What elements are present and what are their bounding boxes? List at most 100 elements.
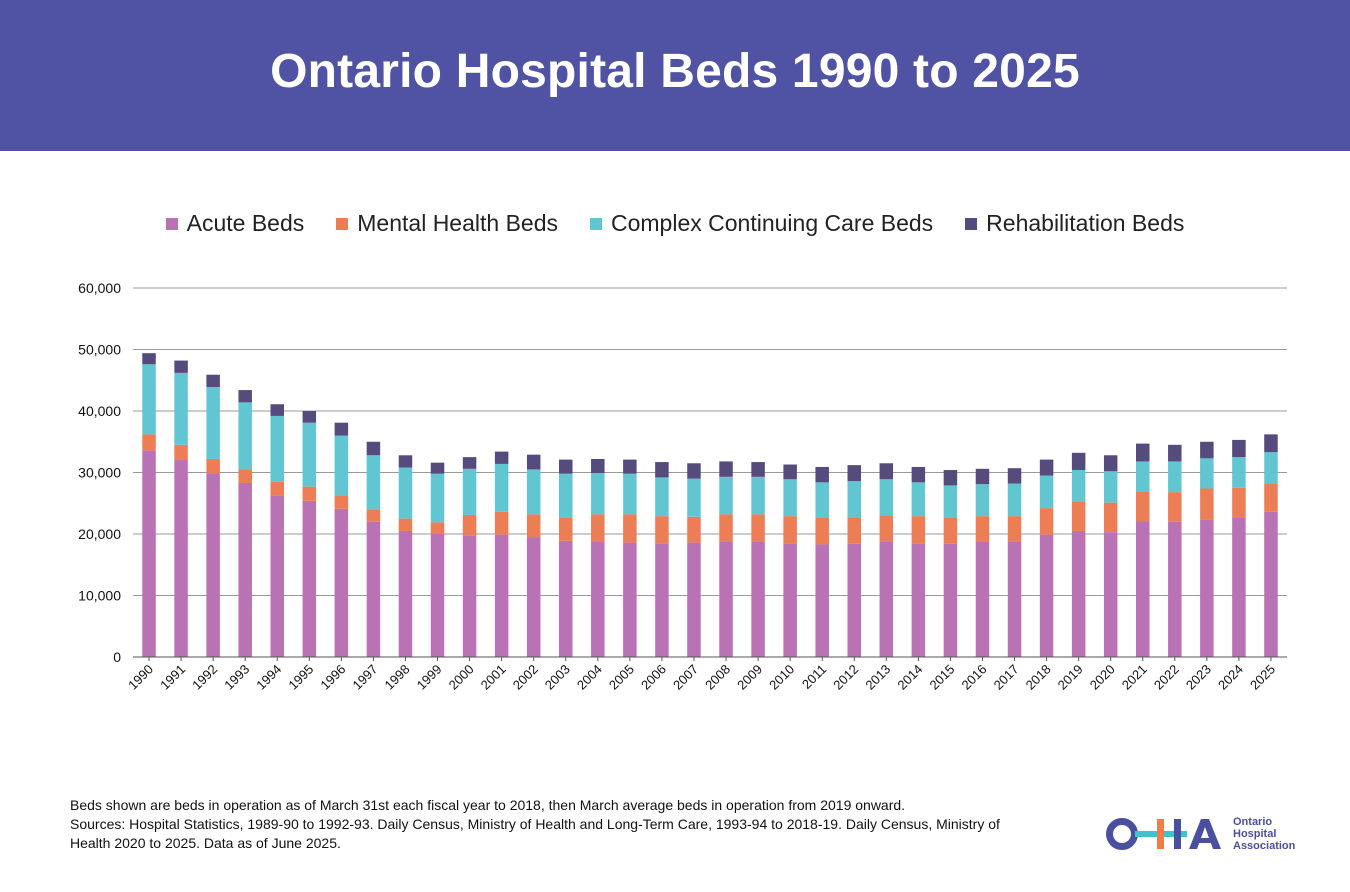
bar-segment xyxy=(398,530,413,657)
bar-segment xyxy=(751,462,765,477)
y-tick-label: 20,000 xyxy=(78,526,121,542)
bar-segment xyxy=(206,374,220,388)
bar-segment xyxy=(462,514,477,536)
bar-segment xyxy=(526,537,541,657)
bar-segment xyxy=(398,467,413,519)
bar-segment xyxy=(270,495,284,657)
footnote: Beds shown are beds in operation as of M… xyxy=(70,796,1000,853)
bar-segment xyxy=(623,542,637,657)
bar-segment xyxy=(911,543,926,657)
bar-segment xyxy=(398,518,413,531)
bar-segment xyxy=(879,541,894,657)
bar-segment xyxy=(975,516,990,542)
legend-swatch-rehabilitation xyxy=(965,217,978,230)
bar-segment xyxy=(526,454,541,470)
bar-segment xyxy=(943,470,958,486)
bar-segment xyxy=(879,479,894,516)
y-tick-label: 50,000 xyxy=(78,342,121,358)
bar-segment xyxy=(879,463,894,480)
bar-segment xyxy=(1232,518,1246,657)
bar-segment xyxy=(366,441,381,456)
stacked-bar-chart: 0 10,000 20,000 30,000 40,000 50,000 60,000 199… xyxy=(78,280,1287,693)
x-tick-label: 2013 xyxy=(862,662,893,693)
bar-segment xyxy=(975,484,990,517)
x-tick-label: 2008 xyxy=(702,662,733,693)
bar-segment xyxy=(655,477,669,517)
bar-segment xyxy=(783,464,797,480)
legend-label-acute: Acute Beds xyxy=(186,210,305,236)
x-tick-label: 2010 xyxy=(766,662,797,693)
bar-segment xyxy=(911,466,926,483)
x-tick-label: 1992 xyxy=(189,662,220,693)
bar-segment xyxy=(591,473,605,515)
title-banner: Ontario Hospital Beds 1990 to 2025 xyxy=(0,0,1350,151)
bar-segment xyxy=(687,478,701,517)
bar-segment xyxy=(526,469,541,515)
bar-segment xyxy=(559,459,573,474)
x-tick-label: 2024 xyxy=(1215,662,1246,693)
bar-segment xyxy=(302,500,317,657)
chart-legend: Acute Beds Mental Health Beds Complex Co… xyxy=(0,210,1350,237)
logo-text-line-3: Association xyxy=(1233,840,1296,852)
bar-segment xyxy=(655,516,669,544)
bar-segment xyxy=(1103,471,1118,503)
bar-segment xyxy=(1039,475,1054,509)
x-tick-label: 1991 xyxy=(157,662,188,693)
bar-segment xyxy=(334,495,349,509)
bar-segment xyxy=(366,455,381,510)
bar-segment xyxy=(1264,483,1278,512)
y-tick-label: 10,000 xyxy=(78,588,121,604)
bar-segment xyxy=(238,390,252,403)
bar-segment xyxy=(783,543,797,657)
logo-text-line-1: Ontario xyxy=(1233,816,1273,828)
x-tick-label: 2022 xyxy=(1151,662,1182,693)
legend-label-complex-care: Complex Continuing Care Beds xyxy=(611,210,934,236)
bar-segment xyxy=(783,479,797,517)
x-tick-label: 2017 xyxy=(991,662,1022,693)
bar-segment xyxy=(1007,541,1022,657)
x-tick-label: 2005 xyxy=(606,662,637,693)
legend-swatch-mental-health xyxy=(336,217,349,230)
bar-segment xyxy=(815,518,829,545)
legend-item-acute: Acute Beds xyxy=(165,210,305,237)
bar-segment xyxy=(1071,470,1086,502)
bar-segment xyxy=(655,462,669,478)
x-tick-label: 1999 xyxy=(414,662,445,693)
bar-segment xyxy=(623,514,637,543)
bar-segment xyxy=(1039,508,1054,535)
x-tick-label: 2001 xyxy=(478,662,509,693)
bar-segment xyxy=(462,457,477,469)
bar-segment xyxy=(238,469,252,483)
bar-segment xyxy=(1136,443,1150,462)
logo-text-line-2: Hospital xyxy=(1233,828,1277,840)
x-tick-label: 2003 xyxy=(542,662,573,693)
bar-segment xyxy=(1103,532,1118,657)
bar-segment xyxy=(783,516,797,544)
x-tick-label: 2002 xyxy=(510,662,541,693)
bar-segment xyxy=(751,541,765,657)
bar-segment xyxy=(174,444,188,460)
bar-segment xyxy=(238,402,252,470)
bar-segment xyxy=(174,459,188,657)
x-tick-label: 2004 xyxy=(574,662,605,693)
bar-segment xyxy=(687,542,701,657)
bar-segment xyxy=(430,522,445,534)
bar-segment xyxy=(1168,492,1182,522)
chart-title: Ontario Hospital Beds 1990 to 2025 xyxy=(270,45,1080,98)
bar-segment xyxy=(302,486,317,501)
legend-item-rehabilitation: Rehabilitation Beds xyxy=(965,210,1184,237)
x-tick-label: 2025 xyxy=(1247,662,1278,693)
bar-segment xyxy=(847,465,861,482)
gridlines xyxy=(133,287,1287,596)
bar-segment xyxy=(430,473,445,523)
legend-swatch-complex-care xyxy=(590,217,602,230)
x-tick-label: 2011 xyxy=(799,662,829,692)
bar-segment xyxy=(1200,519,1214,657)
bar-segment xyxy=(142,364,156,435)
bar-segment xyxy=(719,541,733,657)
bar-segment xyxy=(751,476,765,515)
bar-segment xyxy=(1103,455,1118,472)
bar-segment xyxy=(1103,502,1118,533)
bar-segment xyxy=(1200,458,1214,489)
bar-segment xyxy=(559,518,573,541)
